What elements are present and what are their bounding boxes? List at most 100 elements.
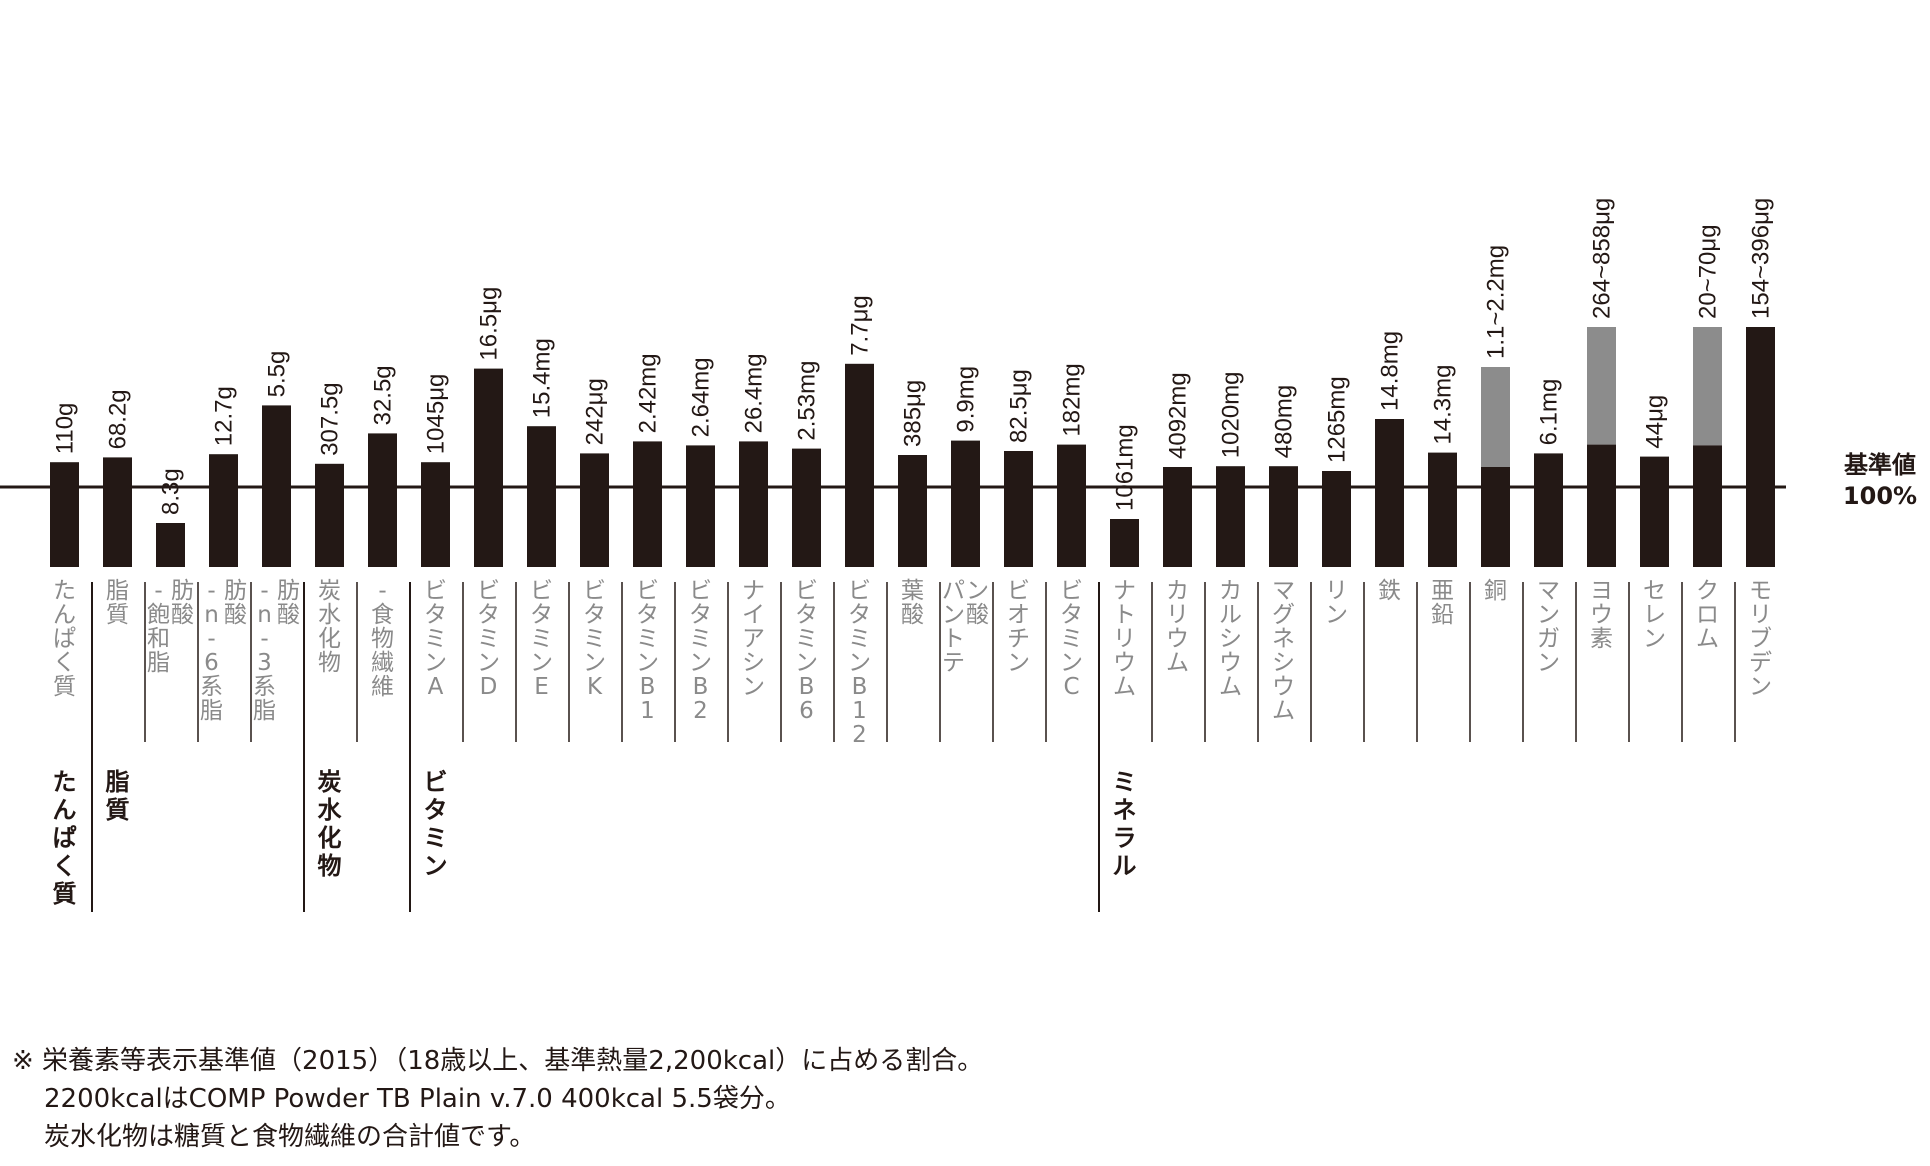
nutrient-char: 質 [53,674,76,700]
nutrient-char: - [154,578,162,604]
nutrient-char: ビ [636,578,659,604]
nutrient-char: ウ [1219,650,1242,676]
nutrient-char: ク [1696,578,1719,604]
group-char: た [53,768,77,796]
nutrient-char: - [260,626,268,652]
reference-label: 基準値 [1844,451,1916,479]
nutrient-char: 脂 [200,698,223,724]
footnote-line-3: 炭水化物は糖質と食物繊維の合計値です。 [44,1122,536,1152]
nutrient-label-24: リン [1325,578,1348,628]
nutrient-char: 1 [852,698,867,724]
nutrient-char: ン [583,650,606,676]
nutrient-char: ミ [583,626,606,652]
bar-range-27 [1481,367,1510,467]
nutrient-char: 維 [371,674,394,700]
bar-13 [739,441,768,567]
nutrient-char: マ [1537,578,1560,604]
bar-2 [156,523,185,567]
amount-label-9: 15.4mg [529,338,556,418]
bar-29 [1587,444,1616,567]
nutrient-char: チ [1007,626,1030,652]
nutrient-char: B [640,674,656,700]
amount-label-26: 14.3mg [1430,365,1457,445]
nutrient-char: ン [477,650,500,676]
amount-label-21: 4092mg [1165,372,1192,459]
nutrient-char: ン [530,650,553,676]
nutrient-label-16: 葉酸 [901,578,924,628]
nutrient-char: リ [1325,578,1348,604]
nutrient-char: シ [1219,626,1242,652]
amount-label-13: 26.4mg [741,353,768,433]
nutrient-char: 酸 [171,602,194,628]
bar-32 [1746,327,1775,567]
bar-7 [421,462,450,567]
amount-label-12: 2.64mg [688,357,715,437]
nutrient-label-29: ヨウ素 [1590,578,1613,652]
nutrient-char: カ [1166,578,1189,604]
nutrient-char: ミ [1060,626,1083,652]
footnote: ※ 栄養素等表示基準値（2015）（18歳以上、基準熱量2,200kcal）に占… [12,1042,1512,1156]
nutrient-char: ビ [1060,578,1083,604]
nutrient-char: - [207,626,215,652]
nutrient-char: 6 [799,698,814,724]
group-char: ル [1113,852,1137,880]
nutrient-char: 脂 [253,698,276,724]
nutrient-char: カ [1219,578,1242,604]
nutrient-char: タ [530,602,553,628]
nutrient-char: リ [1166,602,1189,628]
amount-label-18: 82.5μg [1006,369,1033,443]
nutrient-char: く [53,650,76,676]
nutrient-char: 炭 [318,578,341,604]
amount-label-4: 5.5g [264,351,291,398]
nutrient-char: ト [942,626,965,652]
bar-range-31 [1693,327,1722,446]
bar-24 [1322,471,1351,567]
amount-label-8: 16.5μg [476,287,503,361]
nutrient-char: K [587,674,603,700]
axis-break-mark-32 [1738,299,1783,309]
nutrient-char: ミ [424,626,447,652]
nutrient-char: リ [1113,626,1136,652]
bar-11 [633,441,662,567]
nutrient-char: ウ [1166,626,1189,652]
nutrient-label-6: -食物繊維 [371,578,394,700]
nutrient-char: - [207,578,215,604]
nutrient-char: ウ [1272,674,1295,700]
nutrient-char: 脂 [106,578,129,604]
nutrient-char: 食 [371,602,394,628]
bar-22 [1216,466,1245,567]
nutrient-char: セ [1643,578,1666,604]
bar-30 [1640,456,1669,567]
nutrient-char: タ [848,602,871,628]
nutrient-char: 亜 [1431,578,1454,604]
nutrient-bar-chart: 110gたんぱく質68.2g脂質8.3g-飽和脂肪酸12.7g-n-6系脂肪酸5… [0,198,1917,912]
nutrient-char: ム [1113,674,1136,700]
group-char: ネ [1113,796,1137,824]
nutrient-char: ン [742,674,765,700]
nutrient-char: 鉛 [1431,602,1454,628]
nutrient-char: - [378,578,386,604]
nutrient-char: B [852,674,868,700]
nutrient-char: 肪 [171,578,194,604]
nutrient-char: 6 [204,650,219,676]
bar-20 [1110,519,1139,567]
amount-label-5: 307.5g [317,382,344,455]
nutrient-char: モ [1749,578,1772,604]
bar-18 [1004,451,1033,567]
amount-label-23: 480mg [1271,385,1298,458]
bar-3 [209,454,238,567]
nutrient-char: ビ [689,578,712,604]
nutrient-char: ム [1272,698,1295,724]
nutrient-char: ビ [848,578,871,604]
nutrient-char: 酸 [224,602,247,628]
nutrient-char: 系 [253,674,276,700]
footnote-line-1: ※ 栄養素等表示基準値（2015）（18歳以上、基準熱量2,200kcal）に占… [12,1046,984,1076]
